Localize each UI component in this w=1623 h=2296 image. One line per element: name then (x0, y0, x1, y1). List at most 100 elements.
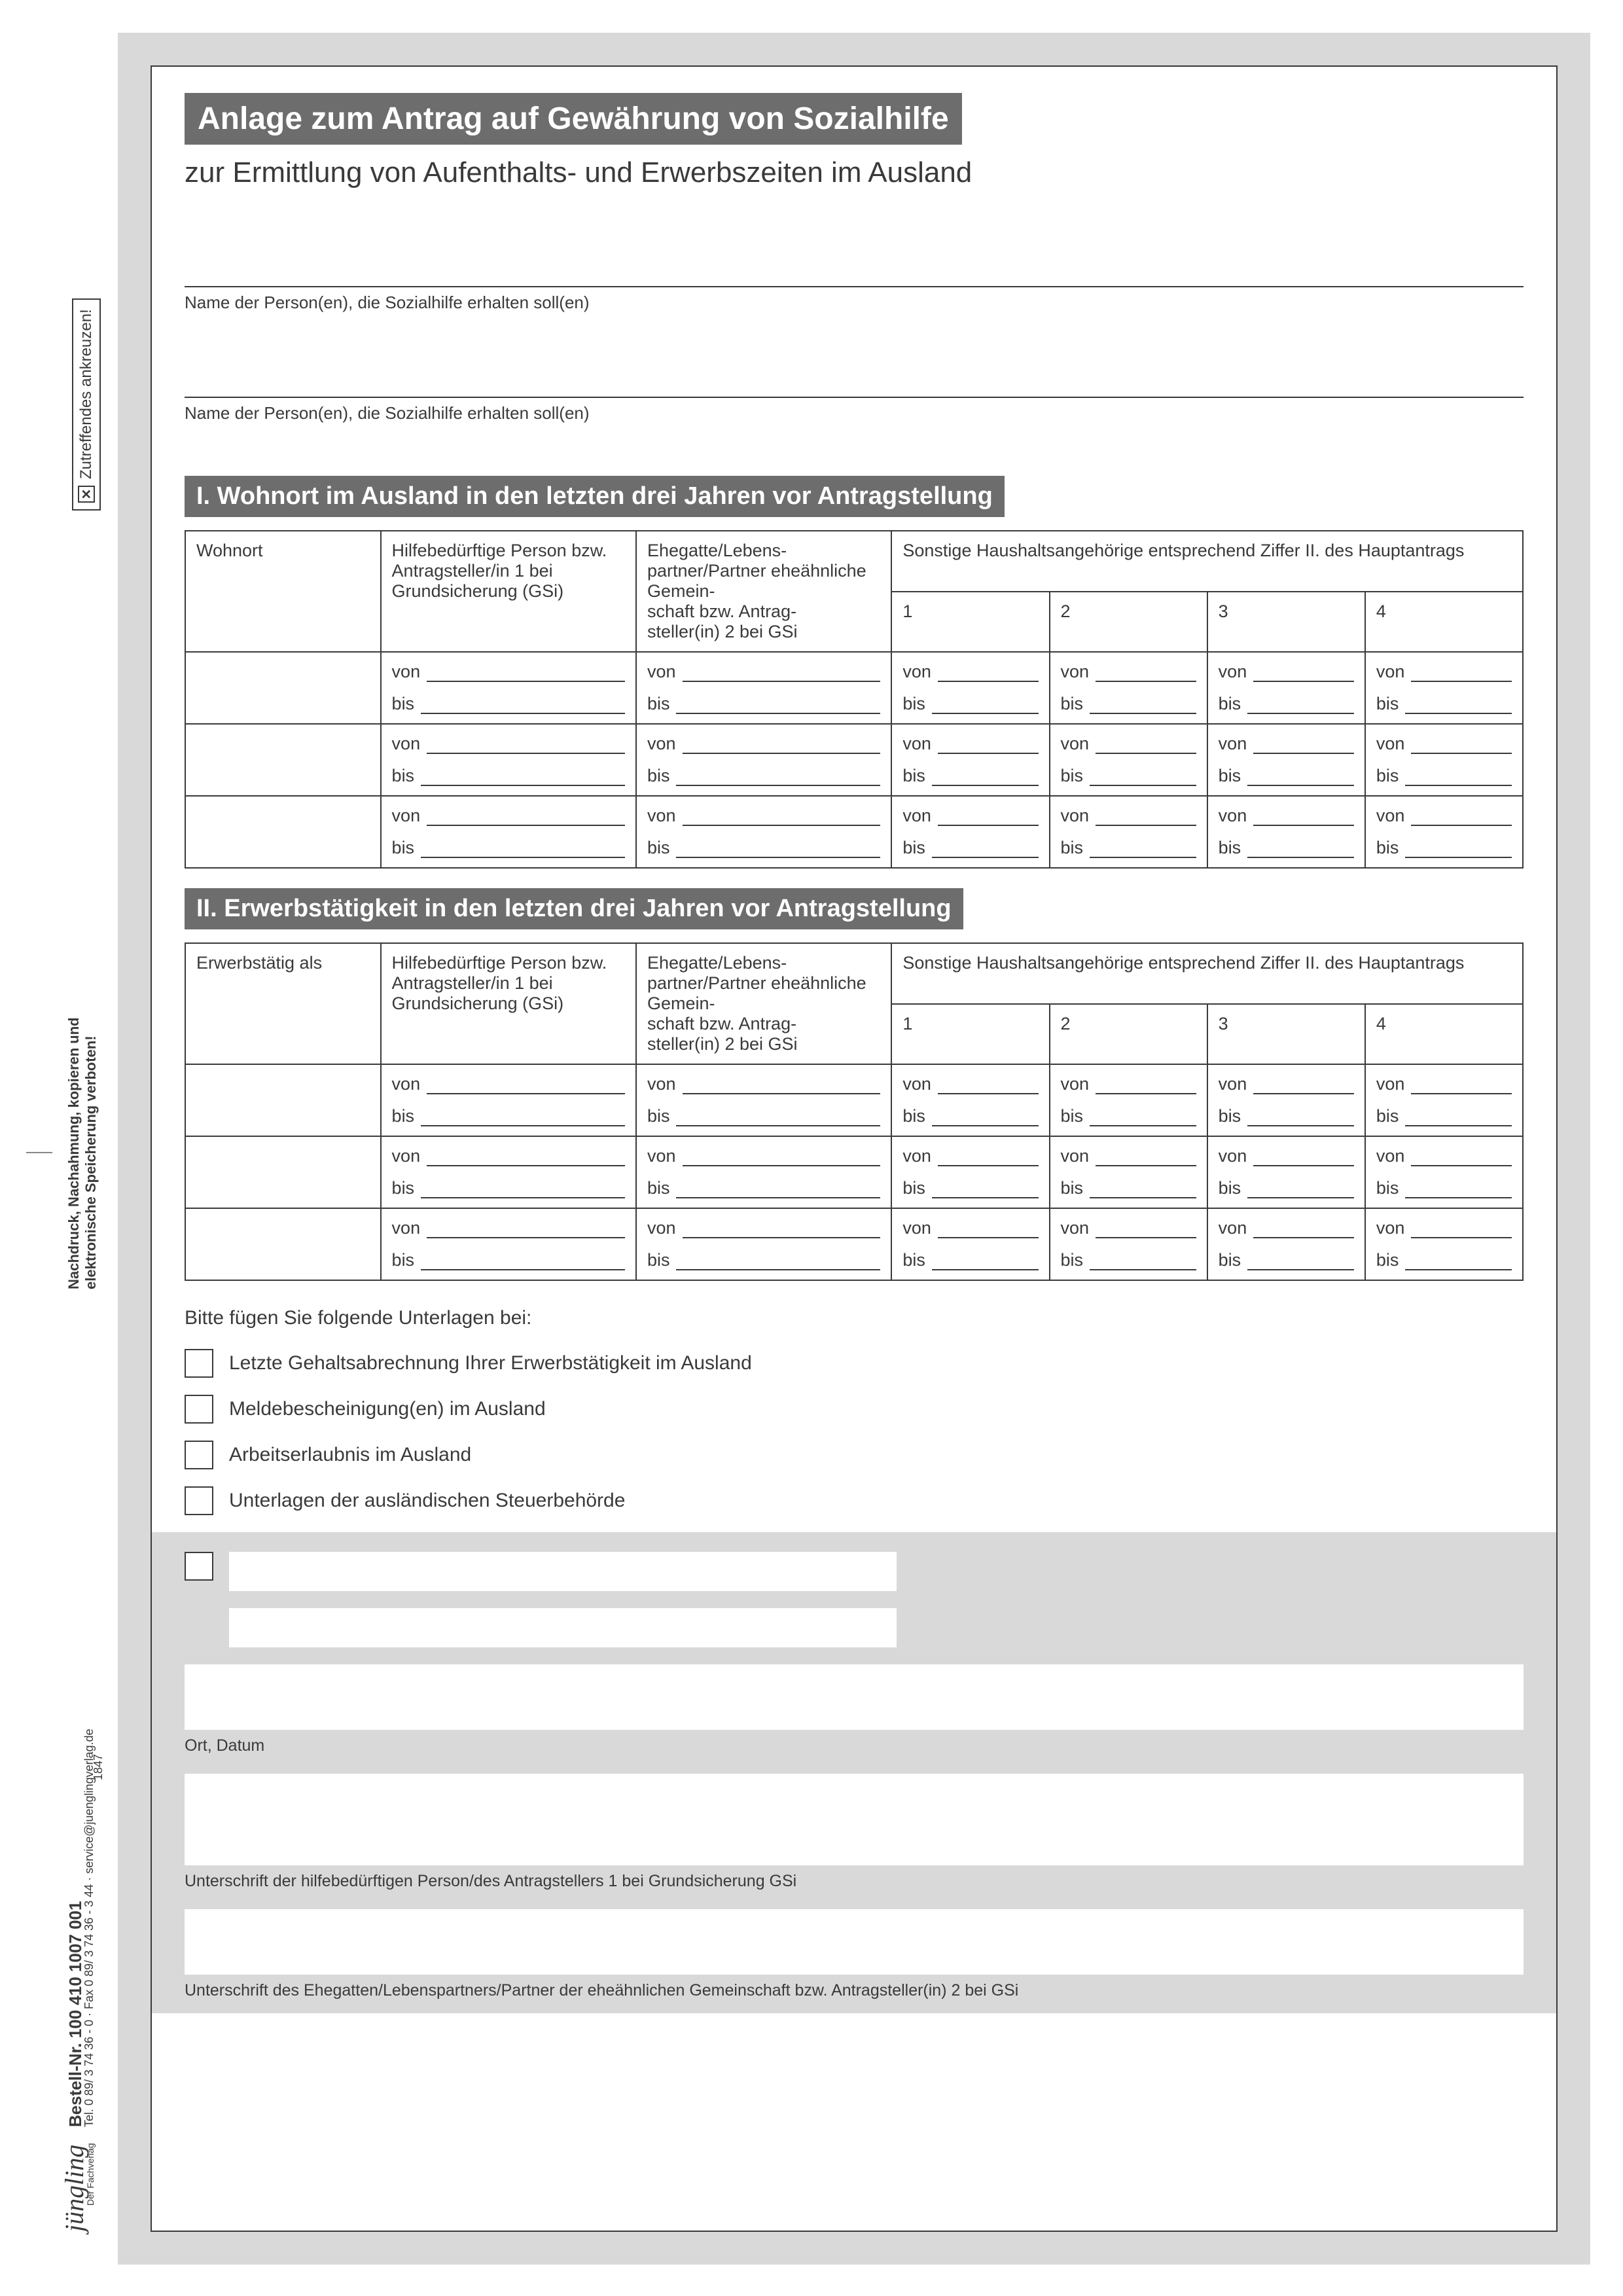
input-line[interactable] (1411, 810, 1512, 826)
input-line[interactable] (1090, 770, 1196, 786)
input-line[interactable] (1405, 1111, 1512, 1126)
input-line[interactable] (683, 1079, 881, 1094)
input-line[interactable] (1405, 1255, 1512, 1270)
label-bis: bis (902, 838, 925, 858)
input-line[interactable] (421, 770, 625, 786)
input-line[interactable] (1253, 1151, 1354, 1166)
input-line[interactable] (421, 1255, 625, 1270)
checkbox[interactable] (185, 1552, 213, 1581)
input-line[interactable] (683, 1223, 881, 1238)
input-line[interactable] (1411, 1079, 1512, 1094)
ort-datum-label: Ort, Datum (185, 1736, 1524, 1755)
input-line[interactable] (683, 738, 881, 754)
name-input-1[interactable] (185, 235, 1524, 287)
input-line[interactable] (427, 1079, 625, 1094)
cell-wohnort[interactable] (185, 724, 381, 796)
input-line[interactable] (427, 1223, 625, 1238)
input-line[interactable] (1253, 666, 1354, 682)
input-line[interactable] (676, 1255, 880, 1270)
input-line[interactable] (427, 666, 625, 682)
input-line[interactable] (1090, 698, 1196, 714)
signature-1-input[interactable] (185, 1774, 1524, 1865)
cell-erwerb[interactable] (185, 1136, 381, 1208)
input-line[interactable] (1247, 1183, 1354, 1198)
input-line[interactable] (421, 842, 625, 858)
free-text-line[interactable] (229, 1552, 897, 1591)
input-line[interactable] (1411, 738, 1512, 754)
input-line[interactable] (427, 810, 625, 826)
input-line[interactable] (1096, 1223, 1196, 1238)
input-line[interactable] (932, 698, 1039, 714)
input-line[interactable] (932, 1255, 1039, 1270)
input-line[interactable] (938, 1223, 1039, 1238)
input-line[interactable] (676, 1183, 880, 1198)
input-line[interactable] (1090, 842, 1196, 858)
cell-wohnort[interactable] (185, 796, 381, 868)
input-line[interactable] (932, 1111, 1039, 1126)
input-line[interactable] (1411, 1151, 1512, 1166)
input-line[interactable] (676, 698, 880, 714)
input-line[interactable] (932, 842, 1039, 858)
input-line[interactable] (1247, 1111, 1354, 1126)
cell-erwerb[interactable] (185, 1208, 381, 1280)
input-line[interactable] (932, 1183, 1039, 1198)
input-line[interactable] (1096, 1151, 1196, 1166)
input-line[interactable] (1411, 666, 1512, 682)
input-line[interactable] (421, 1111, 625, 1126)
label-bis: bis (902, 1106, 925, 1126)
input-line[interactable] (683, 1151, 881, 1166)
input-line[interactable] (938, 1079, 1039, 1094)
input-line[interactable] (683, 810, 881, 826)
input-line[interactable] (421, 698, 625, 714)
signature-2-input[interactable] (185, 1909, 1524, 1975)
ort-datum-input[interactable] (185, 1664, 1524, 1730)
input-line[interactable] (1253, 1079, 1354, 1094)
cell-erwerb[interactable] (185, 1064, 381, 1136)
checkbox[interactable] (185, 1395, 213, 1424)
label-von: von (902, 1146, 931, 1166)
input-line[interactable] (676, 1111, 880, 1126)
input-line[interactable] (1405, 842, 1512, 858)
label-von: von (902, 662, 931, 682)
input-line[interactable] (427, 1151, 625, 1166)
checkbox[interactable] (185, 1486, 213, 1515)
input-line[interactable] (932, 770, 1039, 786)
input-line[interactable] (1253, 1223, 1354, 1238)
input-line[interactable] (1090, 1111, 1196, 1126)
name-input-2[interactable] (185, 346, 1524, 398)
input-line[interactable] (1405, 770, 1512, 786)
input-line[interactable] (938, 666, 1039, 682)
checkbox[interactable] (185, 1349, 213, 1378)
input-line[interactable] (1405, 698, 1512, 714)
input-line[interactable] (1253, 810, 1354, 826)
input-line[interactable] (1247, 1255, 1354, 1270)
label-von: von (1061, 1146, 1090, 1166)
label-bis: bis (1219, 1106, 1241, 1126)
input-line[interactable] (676, 770, 880, 786)
input-line[interactable] (1096, 738, 1196, 754)
input-line[interactable] (938, 1151, 1039, 1166)
checkbox[interactable] (185, 1441, 213, 1469)
input-line[interactable] (676, 842, 880, 858)
input-line[interactable] (1405, 1183, 1512, 1198)
input-line[interactable] (1090, 1183, 1196, 1198)
input-line[interactable] (1247, 770, 1354, 786)
input-line[interactable] (1247, 698, 1354, 714)
input-line[interactable] (1096, 810, 1196, 826)
cell-wohnort[interactable] (185, 652, 381, 724)
input-line[interactable] (1096, 666, 1196, 682)
label-von: von (392, 1146, 421, 1166)
free-text-line[interactable] (229, 1608, 897, 1647)
input-line[interactable] (421, 1183, 625, 1198)
label-bis: bis (647, 1178, 670, 1198)
th-n2: 2 (1050, 1004, 1207, 1065)
input-line[interactable] (938, 810, 1039, 826)
input-line[interactable] (427, 738, 625, 754)
input-line[interactable] (683, 666, 881, 682)
input-line[interactable] (1096, 1079, 1196, 1094)
input-line[interactable] (1411, 1223, 1512, 1238)
input-line[interactable] (1247, 842, 1354, 858)
input-line[interactable] (1090, 1255, 1196, 1270)
input-line[interactable] (1253, 738, 1354, 754)
input-line[interactable] (938, 738, 1039, 754)
